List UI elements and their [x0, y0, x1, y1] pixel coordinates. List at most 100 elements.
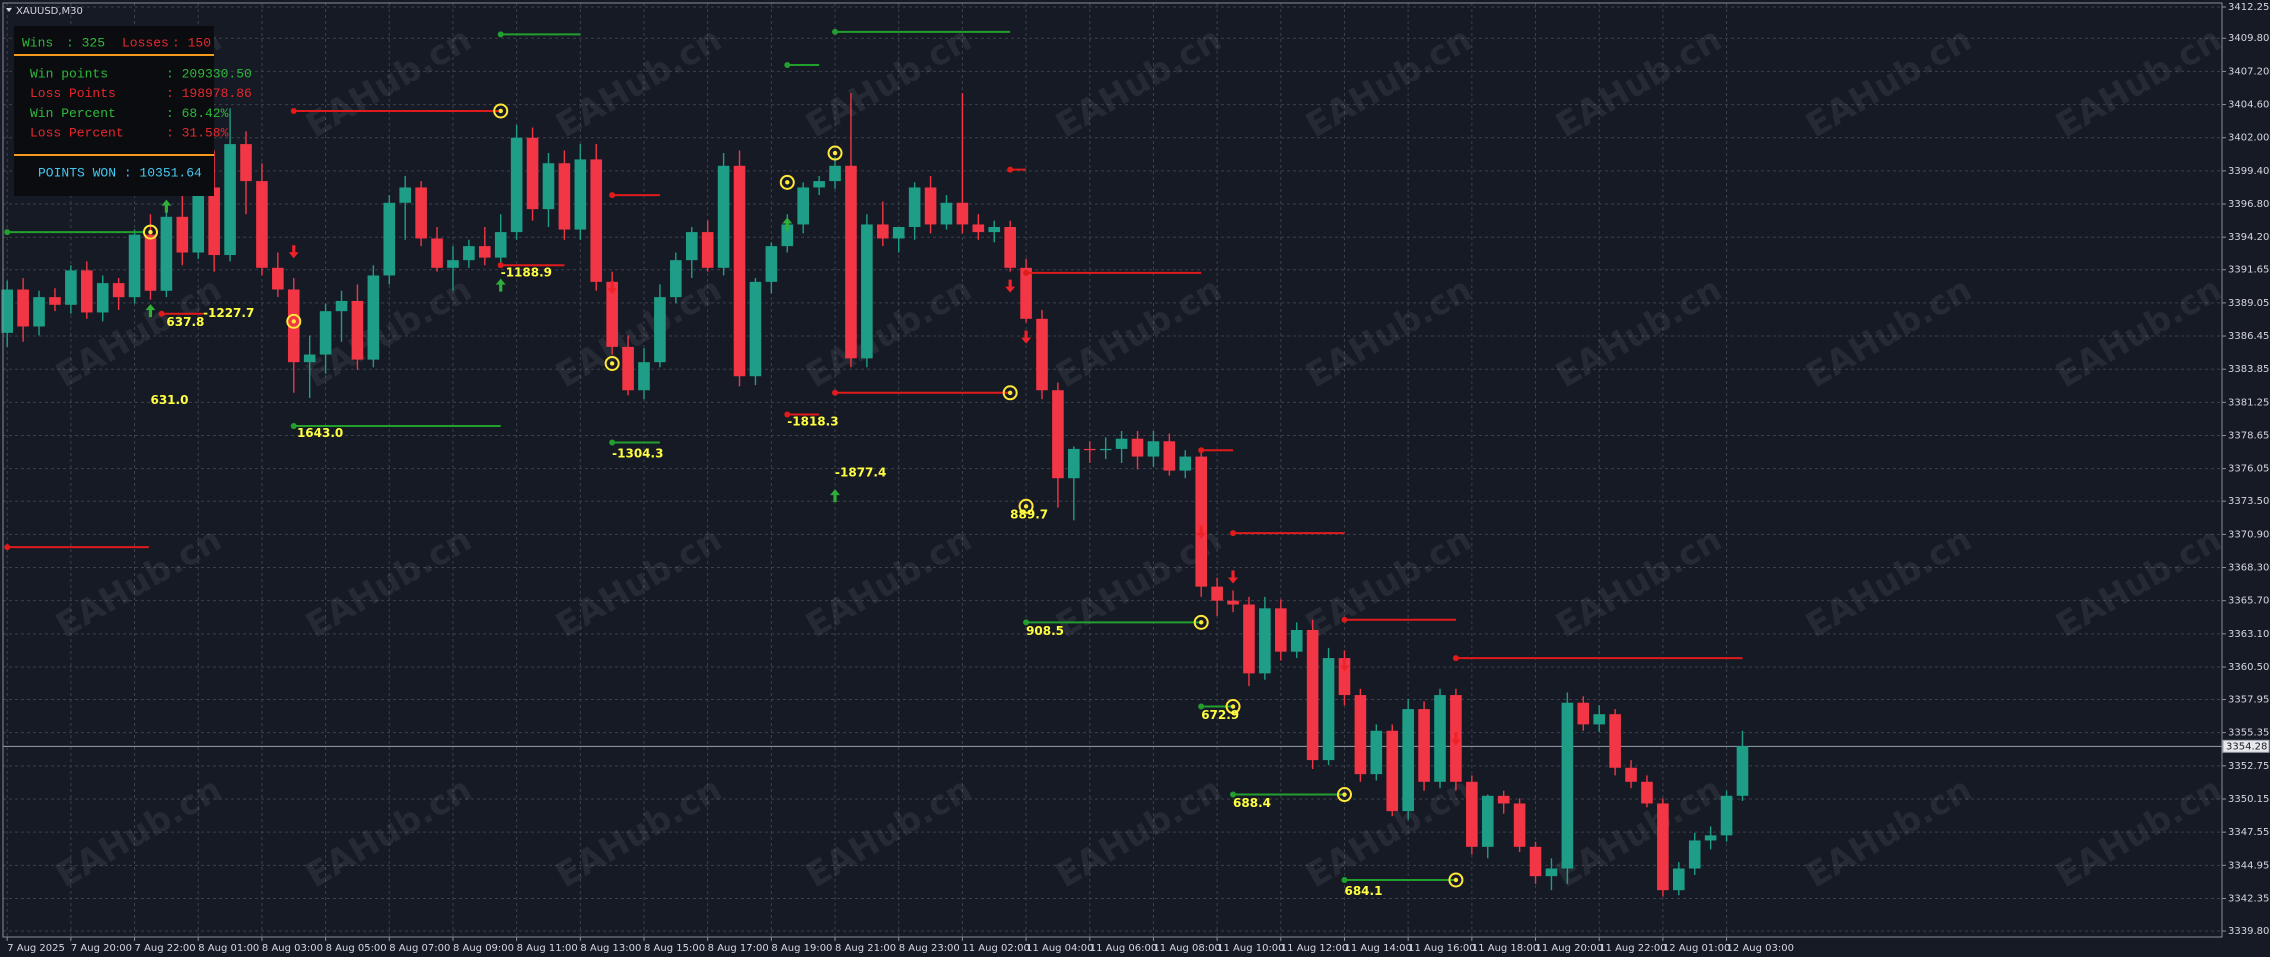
signal-dot — [498, 108, 503, 114]
x-tick-label: 11 Aug 12:00 — [1281, 943, 1348, 954]
candle-body — [717, 165, 730, 268]
candle-body — [272, 267, 284, 290]
trade-level-dot — [1230, 530, 1237, 537]
signal-circle — [1336, 787, 1352, 803]
candle-body — [463, 246, 475, 261]
x-tick-label: 8 Aug 01:00 — [198, 943, 259, 954]
stats-panel: Wins : 325 Losses : 150 Win points: 2093… — [14, 26, 252, 196]
candle-body — [1115, 438, 1128, 449]
y-tick-label: 3407.20 — [2228, 66, 2269, 77]
signal-circle — [827, 145, 843, 161]
y-tick-label: 3396.80 — [2228, 199, 2269, 210]
candle-body — [829, 165, 841, 182]
x-tick-label: 11 Aug 02:00 — [962, 943, 1029, 954]
candle-body — [192, 187, 205, 253]
signal-dot — [1023, 504, 1029, 509]
candle-body — [208, 187, 220, 256]
y-tick-label: 3389.05 — [2228, 298, 2269, 309]
candle-body — [1131, 438, 1144, 457]
x-tick-label: 7 Aug 2025 — [7, 943, 65, 954]
arrow-down — [1228, 570, 1239, 584]
candle-body — [1052, 390, 1064, 479]
candle-body — [542, 163, 555, 210]
candle-body — [733, 165, 746, 377]
candle-body — [988, 227, 1001, 233]
y-tick-label: 3355.35 — [2228, 728, 2269, 739]
candle-body — [383, 202, 396, 276]
trade-level-dot — [1023, 269, 1030, 276]
arrow-up — [495, 278, 506, 292]
y-tick-label: 3339.80 — [2228, 926, 2269, 937]
y-tick-label: 3368.30 — [2228, 563, 2269, 574]
candle-body — [1020, 267, 1032, 319]
signal-circle — [1193, 614, 1209, 630]
candle-body — [590, 159, 603, 282]
trade-result-label: 672.9 — [1201, 708, 1239, 722]
trade-level-dot — [1198, 447, 1205, 454]
arrow-up — [161, 199, 172, 213]
candle-body — [510, 137, 523, 233]
y-tick-label: 3394.20 — [2228, 232, 2269, 243]
trade-result-label: -1877.4 — [835, 466, 886, 480]
candle-body — [1561, 702, 1574, 869]
signal-dot — [148, 229, 153, 235]
candle-body — [1179, 456, 1192, 471]
trade-level-dot — [609, 192, 616, 199]
candle-body — [303, 354, 316, 363]
arrow-down — [1005, 279, 1016, 293]
trade-level-dot — [1341, 876, 1348, 883]
candle-body — [1434, 695, 1446, 782]
signal-circle — [493, 103, 509, 119]
panel-row-value: : 198978.86 — [166, 86, 252, 101]
trade-level-dot — [497, 262, 504, 269]
signal-dot — [291, 319, 296, 324]
candle-body — [256, 181, 268, 268]
wins-label: Wins — [22, 35, 53, 50]
signal-circle — [779, 174, 795, 190]
y-tick-label: 3370.90 — [2228, 529, 2269, 540]
trade-result-label: 1643.0 — [297, 426, 343, 440]
candle-body — [224, 144, 236, 256]
trade-level-dot — [4, 229, 11, 236]
candle-body — [1099, 448, 1112, 451]
trade-level-dot — [1452, 655, 1459, 662]
trade-level-dot — [784, 411, 791, 418]
y-tick-label: 3344.95 — [2228, 860, 2269, 871]
x-tick-label: 8 Aug 07:00 — [389, 943, 450, 954]
y-tick-label: 3399.40 — [2228, 166, 2269, 177]
candle-body — [49, 297, 61, 305]
candle-body — [908, 187, 921, 227]
trade-level-dot — [609, 439, 616, 446]
x-tick-label: 12 Aug 01:00 — [1663, 943, 1730, 954]
candle-body — [1529, 846, 1542, 877]
candle-body — [956, 202, 969, 225]
candle-body — [1609, 714, 1621, 768]
x-tick-label: 11 Aug 18:00 — [1472, 943, 1539, 954]
candle-body — [494, 232, 507, 258]
x-tick-label: 11 Aug 10:00 — [1217, 943, 1284, 954]
candle-body — [1577, 702, 1590, 725]
arrow-down — [1196, 525, 1207, 539]
y-tick-label: 3352.75 — [2228, 761, 2269, 772]
candle-body — [319, 311, 332, 355]
candle-body — [1147, 441, 1160, 457]
candle-body — [367, 275, 380, 360]
x-tick-label: 11 Aug 08:00 — [1153, 943, 1220, 954]
losses-value: : 150 — [172, 35, 211, 50]
candle-body — [892, 227, 905, 239]
trade-result-label: -1188.9 — [501, 265, 552, 279]
arrow-up — [782, 217, 793, 231]
signal-dot — [1342, 792, 1347, 797]
y-tick-label: 3347.55 — [2228, 827, 2269, 838]
y-tick-label: 3404.60 — [2228, 100, 2269, 111]
trade-level-dot — [1007, 166, 1014, 173]
trade-result-label: 631.0 — [150, 393, 188, 407]
y-tick-label: 3409.80 — [2228, 33, 2269, 44]
candle-body — [1466, 781, 1478, 847]
candle-body — [1259, 608, 1271, 674]
candle-body — [144, 234, 157, 291]
candle-body — [1688, 840, 1701, 869]
y-tick-label: 3357.95 — [2228, 695, 2269, 706]
